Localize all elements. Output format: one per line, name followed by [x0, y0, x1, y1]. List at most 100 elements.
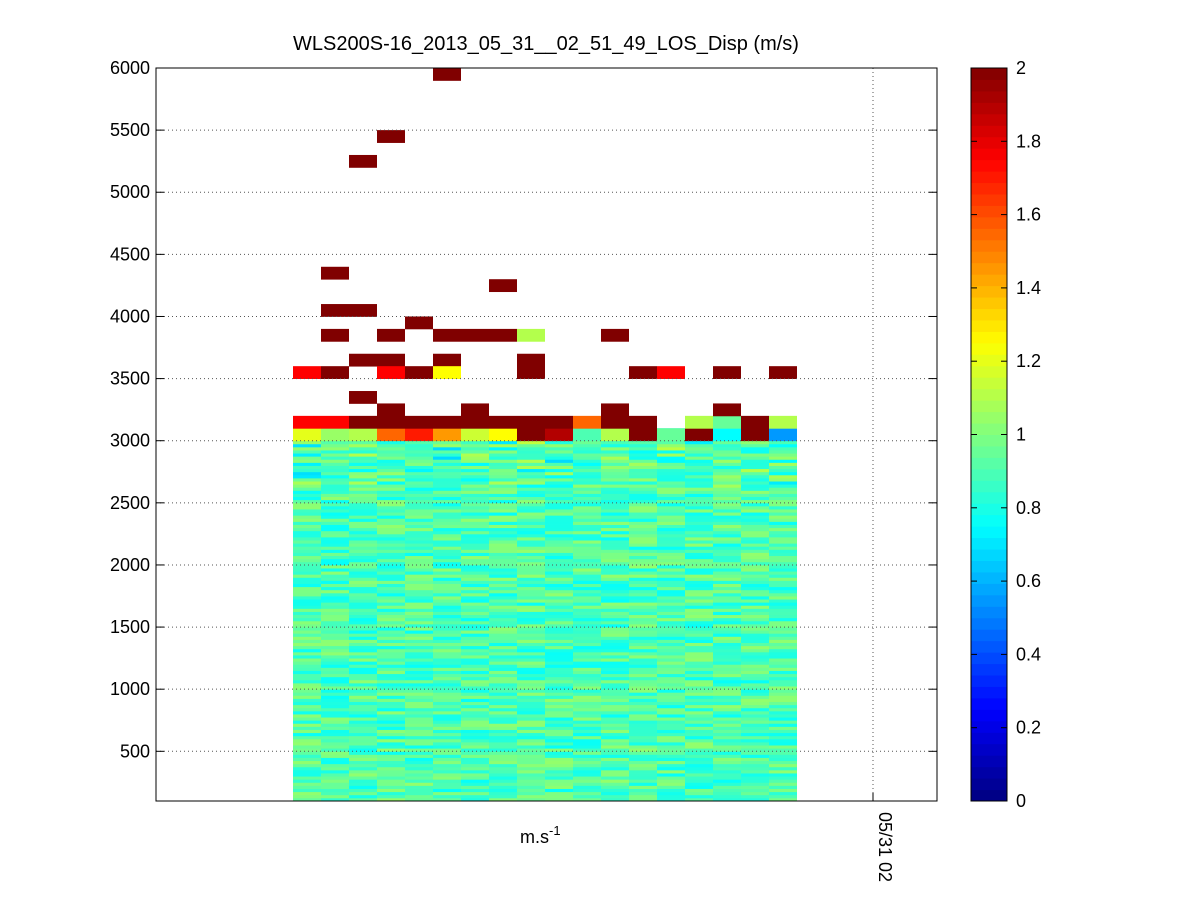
- heatmap-cell: [489, 648, 517, 653]
- heatmap-cell: [377, 729, 405, 734]
- heatmap-cell: [433, 596, 461, 600]
- heatmap-cell: [489, 533, 517, 538]
- heatmap-cell: [769, 443, 797, 448]
- heatmap-cell: [517, 459, 545, 463]
- heatmap-cell: [349, 769, 377, 774]
- heatmap-cell: [377, 502, 405, 507]
- heatmap-cell: [517, 546, 545, 550]
- heatmap-cell: [601, 577, 629, 581]
- heatmap-cell: [657, 648, 685, 653]
- heatmap-cell: [573, 596, 601, 600]
- heatmap-cell: [293, 574, 321, 578]
- heatmap-cell: [573, 651, 601, 656]
- heatmap-cell: [433, 328, 461, 342]
- heatmap-cell: [545, 462, 573, 466]
- heatmap-cell: [321, 366, 349, 379]
- heatmap-cell: [769, 633, 797, 637]
- heatmap-cell: [769, 592, 797, 597]
- heatmap-cell: [601, 766, 629, 771]
- heatmap-cell: [349, 723, 377, 727]
- heatmap-cell: [713, 530, 741, 535]
- heatmap-cell: [433, 521, 461, 525]
- heatmap-cell: [405, 481, 433, 485]
- heatmap-cell: [377, 568, 405, 572]
- heatmap-cell: [601, 596, 629, 600]
- heatmap-cell: [405, 723, 433, 727]
- heatmap-cell: [741, 446, 769, 451]
- colorbar-band: [971, 297, 1007, 310]
- heatmap-cell: [293, 738, 321, 743]
- heatmap-cell: [293, 720, 321, 724]
- colorbar-band: [971, 308, 1007, 321]
- heatmap-cell: [545, 701, 573, 706]
- heatmap-cell: [629, 614, 657, 619]
- heatmap-cell: [769, 614, 797, 619]
- heatmap-cell: [405, 583, 433, 588]
- heatmap-cell: [601, 487, 629, 491]
- heatmap-cell: [601, 536, 629, 541]
- heatmap-cell: [629, 515, 657, 519]
- heatmap-cell: [405, 474, 433, 479]
- heatmap-cell: [601, 723, 629, 727]
- heatmap-cell: [517, 682, 545, 687]
- heatmap-cell: [461, 592, 489, 597]
- heatmap-cell: [377, 481, 405, 485]
- heatmap-cell: [321, 440, 349, 445]
- heatmap-cell: [769, 487, 797, 491]
- heatmap-cell: [405, 530, 433, 535]
- heatmap-cell: [517, 655, 545, 659]
- heatmap-cell: [349, 611, 377, 616]
- heatmap-cell: [629, 633, 657, 637]
- heatmap-cell: [321, 515, 349, 519]
- heatmap-cell: [629, 658, 657, 662]
- heatmap-cell: [433, 642, 461, 647]
- heatmap-cell: [573, 633, 601, 637]
- heatmap-cell: [461, 462, 489, 466]
- heatmap-cell: [489, 456, 517, 460]
- heatmap-cell: [461, 692, 489, 696]
- heatmap-cell: [321, 658, 349, 662]
- heatmap-cell: [769, 512, 797, 516]
- heatmap-cell: [713, 487, 741, 491]
- heatmap-cell: [741, 599, 769, 603]
- heatmap-cell: [657, 707, 685, 712]
- heatmap-cell: [517, 509, 545, 513]
- heatmap-cell: [601, 546, 629, 550]
- heatmap-cell: [489, 564, 517, 569]
- heatmap-cell: [573, 714, 601, 718]
- heatmap-cell: [349, 785, 377, 789]
- heatmap-cell: [461, 735, 489, 740]
- heatmap-cell: [377, 686, 405, 690]
- heatmap-cell: [349, 735, 377, 740]
- heatmap-cell: [489, 543, 517, 547]
- heatmap-cell: [657, 717, 685, 721]
- heatmap-cell: [685, 686, 713, 690]
- heatmap-cell: [713, 707, 741, 712]
- heatmap-cell: [517, 776, 545, 780]
- heatmap-cell: [713, 741, 741, 746]
- heatmap-cell: [741, 633, 769, 637]
- heatmap-cell: [405, 648, 433, 653]
- heatmap-cell: [685, 484, 713, 488]
- heatmap-cell: [321, 704, 349, 709]
- heatmap-cell: [433, 558, 461, 563]
- heatmap-cell: [629, 456, 657, 460]
- heatmap-cell: [657, 428, 685, 442]
- heatmap-cell: [713, 608, 741, 612]
- heatmap-cell: [489, 645, 517, 650]
- heatmap-cell: [573, 627, 601, 631]
- heatmap-cell: [433, 689, 461, 693]
- heatmap-cell: [629, 543, 657, 547]
- heatmap-cell: [405, 794, 433, 799]
- heatmap-cell: [573, 574, 601, 578]
- heatmap-cell: [517, 661, 545, 665]
- heatmap-cell: [601, 726, 629, 730]
- heatmap-cell: [405, 443, 433, 448]
- heatmap-cell: [433, 648, 461, 653]
- heatmap-cell: [293, 496, 321, 501]
- heatmap-cell: [741, 524, 769, 529]
- heatmap-cell: [433, 757, 461, 762]
- heatmap-cell: [741, 676, 769, 681]
- heatmap-cell: [685, 658, 713, 662]
- heatmap-cell: [293, 627, 321, 631]
